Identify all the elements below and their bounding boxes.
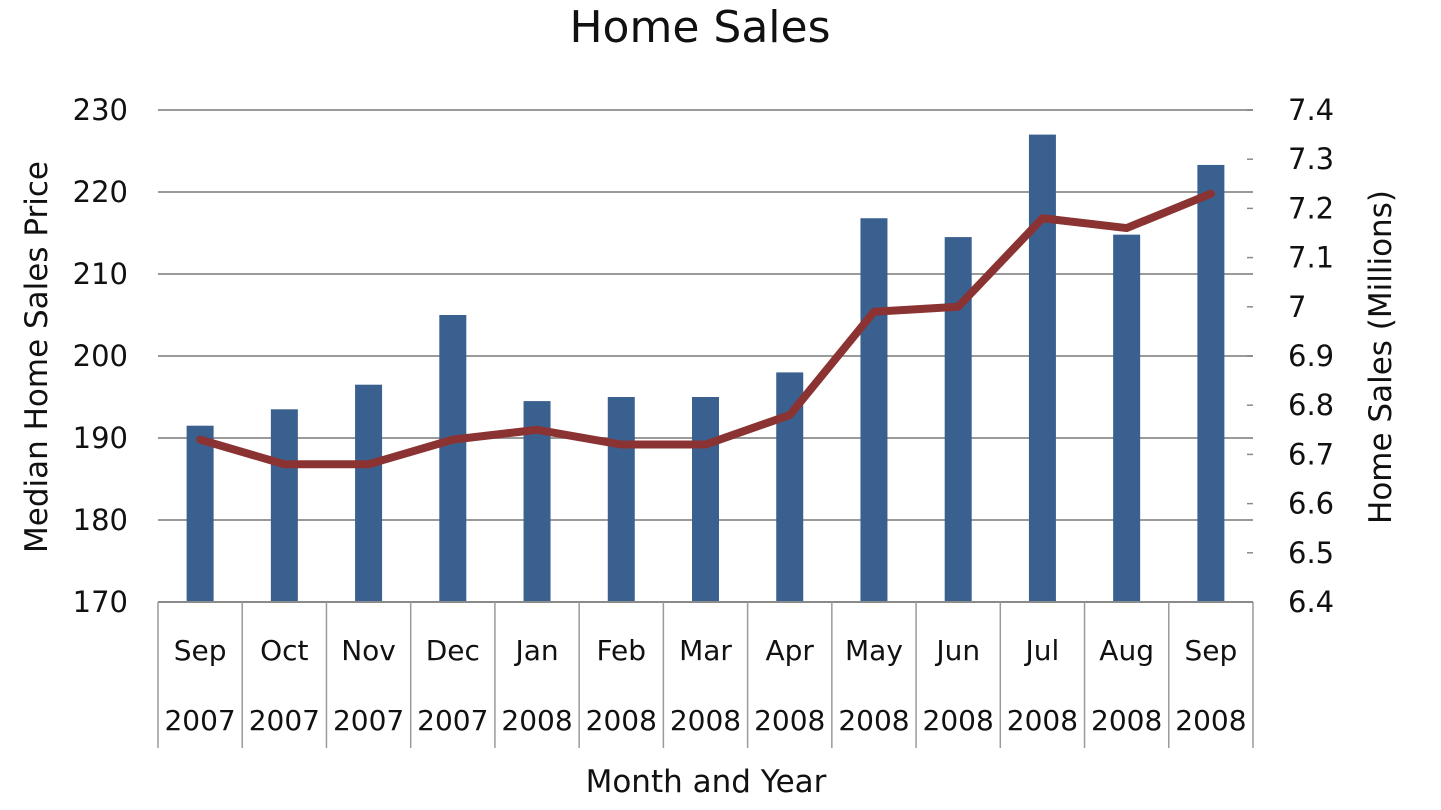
left-tick-label: 180	[73, 503, 128, 537]
left-tick-label: 230	[73, 93, 128, 127]
right-axis-title: Home Sales (Millions)	[1363, 190, 1399, 524]
line-point	[452, 439, 454, 441]
line-point	[1041, 217, 1043, 219]
category-year-label: 2007	[333, 704, 404, 737]
category-month-label: Sep	[174, 634, 227, 667]
x-axis-title: Month and Year	[586, 764, 827, 800]
category-month-label: Sep	[1184, 634, 1237, 667]
line-point	[873, 311, 875, 313]
category-axis: Sep 2007 Oct 2007 Nov 2007 Dec 2007 Jan 2008 Feb 20…	[157, 601, 1254, 748]
category-month-label: Dec	[426, 634, 480, 667]
line-point	[957, 306, 959, 308]
category-year-label: 2008	[1091, 704, 1162, 737]
category-year-label: 2008	[754, 704, 825, 737]
line-point	[368, 463, 370, 465]
line-point	[705, 444, 706, 446]
category-month-label: Mar	[679, 634, 732, 667]
category-month-label: Oct	[260, 634, 308, 667]
bar	[270, 409, 298, 602]
right-tick-label: 7	[1288, 290, 1306, 324]
line-point	[1210, 193, 1212, 195]
category-month-label: Jul	[1024, 634, 1060, 667]
category-month-label: Nov	[341, 634, 396, 667]
bar	[860, 218, 888, 603]
bar	[1197, 164, 1225, 602]
left-axis-title: Median Home Sales Price	[19, 161, 55, 553]
category-month-label: Apr	[766, 634, 815, 667]
category-year-label: 2008	[1007, 704, 1078, 737]
line-point	[199, 439, 201, 441]
line-point	[536, 429, 538, 431]
bar	[186, 425, 214, 602]
category-year-label: 2008	[1175, 704, 1246, 737]
right-axis-ticks: 6.4 6.5 6.6 6.7 6.8 6.9 7 7.1 7.2 7.3 7.4	[1247, 93, 1334, 619]
line-point	[620, 444, 622, 446]
right-tick-label: 7.1	[1288, 241, 1334, 275]
right-tick-label: 6.9	[1288, 339, 1334, 373]
category-year-label: 2008	[586, 704, 657, 737]
category-year-label: 2008	[501, 704, 572, 737]
line-point	[1126, 227, 1128, 229]
left-tick-label: 200	[73, 339, 128, 373]
category-month-label: May	[845, 634, 903, 667]
bar	[692, 397, 719, 602]
right-tick-label: 6.4	[1288, 585, 1334, 619]
category-year-label: 2008	[670, 704, 741, 737]
category-year-label: 2007	[249, 704, 320, 737]
left-tick-label: 190	[73, 421, 128, 455]
bar	[355, 384, 383, 602]
right-tick-label: 7.3	[1288, 142, 1334, 176]
left-axis-ticks: 170 180 190 200 210 220 230	[73, 93, 128, 619]
left-tick-label: 170	[73, 585, 128, 619]
right-tick-label: 7.4	[1288, 93, 1334, 127]
left-tick-label: 220	[73, 175, 128, 209]
bar	[439, 315, 467, 602]
category-month-label: Jun	[934, 634, 980, 667]
right-tick-label: 7.2	[1288, 191, 1334, 225]
category-year-label: 2008	[923, 704, 994, 737]
category-year-label: 2007	[417, 704, 488, 737]
right-tick-label: 6.8	[1288, 388, 1334, 422]
category-year-label: 2007	[164, 704, 235, 737]
category-month-label: Feb	[596, 634, 646, 667]
right-tick-label: 6.6	[1288, 487, 1334, 521]
line-point	[789, 414, 791, 416]
left-tick-label: 210	[73, 257, 128, 291]
bar-series	[186, 134, 1225, 603]
line-point	[283, 463, 285, 465]
category-year-label: 2008	[838, 704, 909, 737]
line-series	[196, 189, 1215, 469]
chart-title: Home Sales	[569, 2, 830, 53]
bar	[1028, 134, 1056, 602]
category-month-label: Aug	[1099, 634, 1154, 667]
bar	[607, 397, 635, 602]
bar	[1113, 234, 1141, 602]
right-tick-label: 6.7	[1288, 437, 1334, 471]
right-tick-label: 6.5	[1288, 536, 1334, 570]
gridlines	[158, 109, 1253, 521]
category-month-label: Jan	[513, 634, 558, 667]
